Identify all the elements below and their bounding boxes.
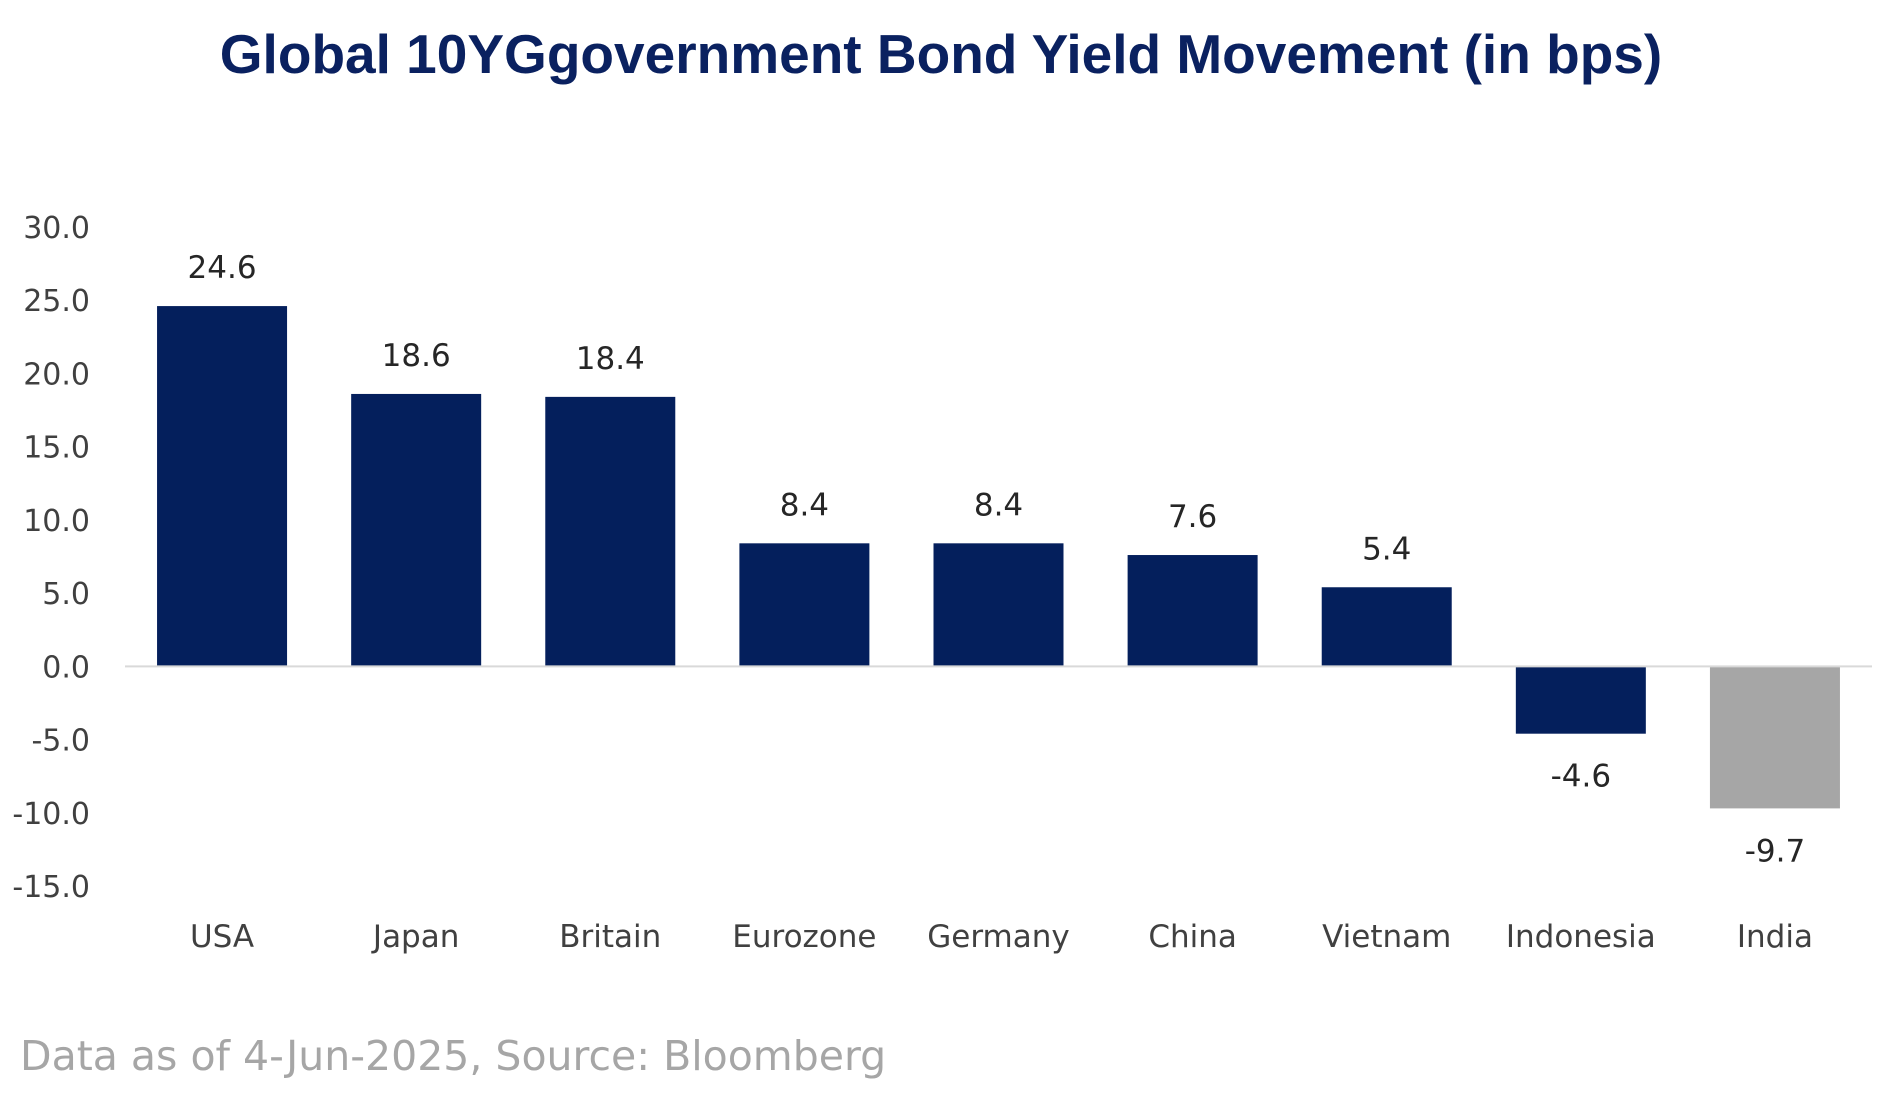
- y-tick-label: 25.0: [23, 284, 90, 319]
- y-tick-label: 30.0: [23, 211, 90, 246]
- category-label: USA: [190, 919, 254, 955]
- data-label: -9.7: [1745, 833, 1806, 869]
- source-note: Data as of 4-Jun-2025, Source: Bloomberg: [20, 1032, 887, 1080]
- bar-indonesia: [1515, 666, 1646, 734]
- category-label: Britain: [559, 919, 661, 955]
- bar-vietnam: [1321, 587, 1452, 667]
- data-label: 7.6: [1168, 499, 1217, 535]
- y-tick-label: 15.0: [23, 431, 90, 466]
- y-tick-label: -10.0: [12, 797, 90, 832]
- data-label: 8.4: [974, 487, 1023, 523]
- y-tick-label: 20.0: [23, 357, 90, 392]
- data-label: -4.6: [1551, 759, 1612, 795]
- data-label: 18.4: [576, 341, 645, 377]
- category-label: Indonesia: [1506, 919, 1656, 955]
- bar-india: [1709, 666, 1840, 809]
- data-label: 5.4: [1362, 531, 1411, 567]
- bar-britain: [545, 396, 676, 667]
- y-tick-label: 5.0: [42, 577, 90, 612]
- category-label: Eurozone: [732, 919, 876, 955]
- data-labels-group: 24.6 18.6 18.4 8.4 8.4 7.6 5.4 -4.6 -9.7: [188, 250, 1806, 869]
- bar-eurozone: [739, 543, 870, 667]
- category-label: Japan: [371, 919, 459, 955]
- y-axis-tick-labels: 30.0 25.0 20.0 15.0 10.0 5.0 0.0 -5.0 -10.0 -15.0: [12, 211, 90, 905]
- bar-usa: [157, 306, 288, 667]
- chart-title: Global 10YGgovernment Bond Yield Movemen…: [219, 23, 1663, 85]
- bars-group: [157, 306, 1840, 809]
- bar-china: [1127, 555, 1258, 667]
- data-label: 8.4: [780, 487, 829, 523]
- y-tick-label: 10.0: [23, 504, 90, 539]
- bar-germany: [933, 543, 1064, 667]
- bar-japan: [351, 393, 482, 667]
- data-label: 18.6: [382, 338, 451, 374]
- category-labels-group: USA Japan Britain Eurozone Germany China Vietn…: [190, 919, 1813, 955]
- y-tick-label: -15.0: [12, 870, 90, 905]
- y-tick-label: -5.0: [31, 724, 90, 759]
- category-label: India: [1737, 919, 1813, 955]
- category-label: China: [1148, 919, 1237, 955]
- y-tick-label: 0.0: [42, 650, 90, 685]
- category-label: Vietnam: [1322, 919, 1451, 955]
- category-label: Germany: [927, 919, 1069, 955]
- data-label: 24.6: [188, 250, 257, 286]
